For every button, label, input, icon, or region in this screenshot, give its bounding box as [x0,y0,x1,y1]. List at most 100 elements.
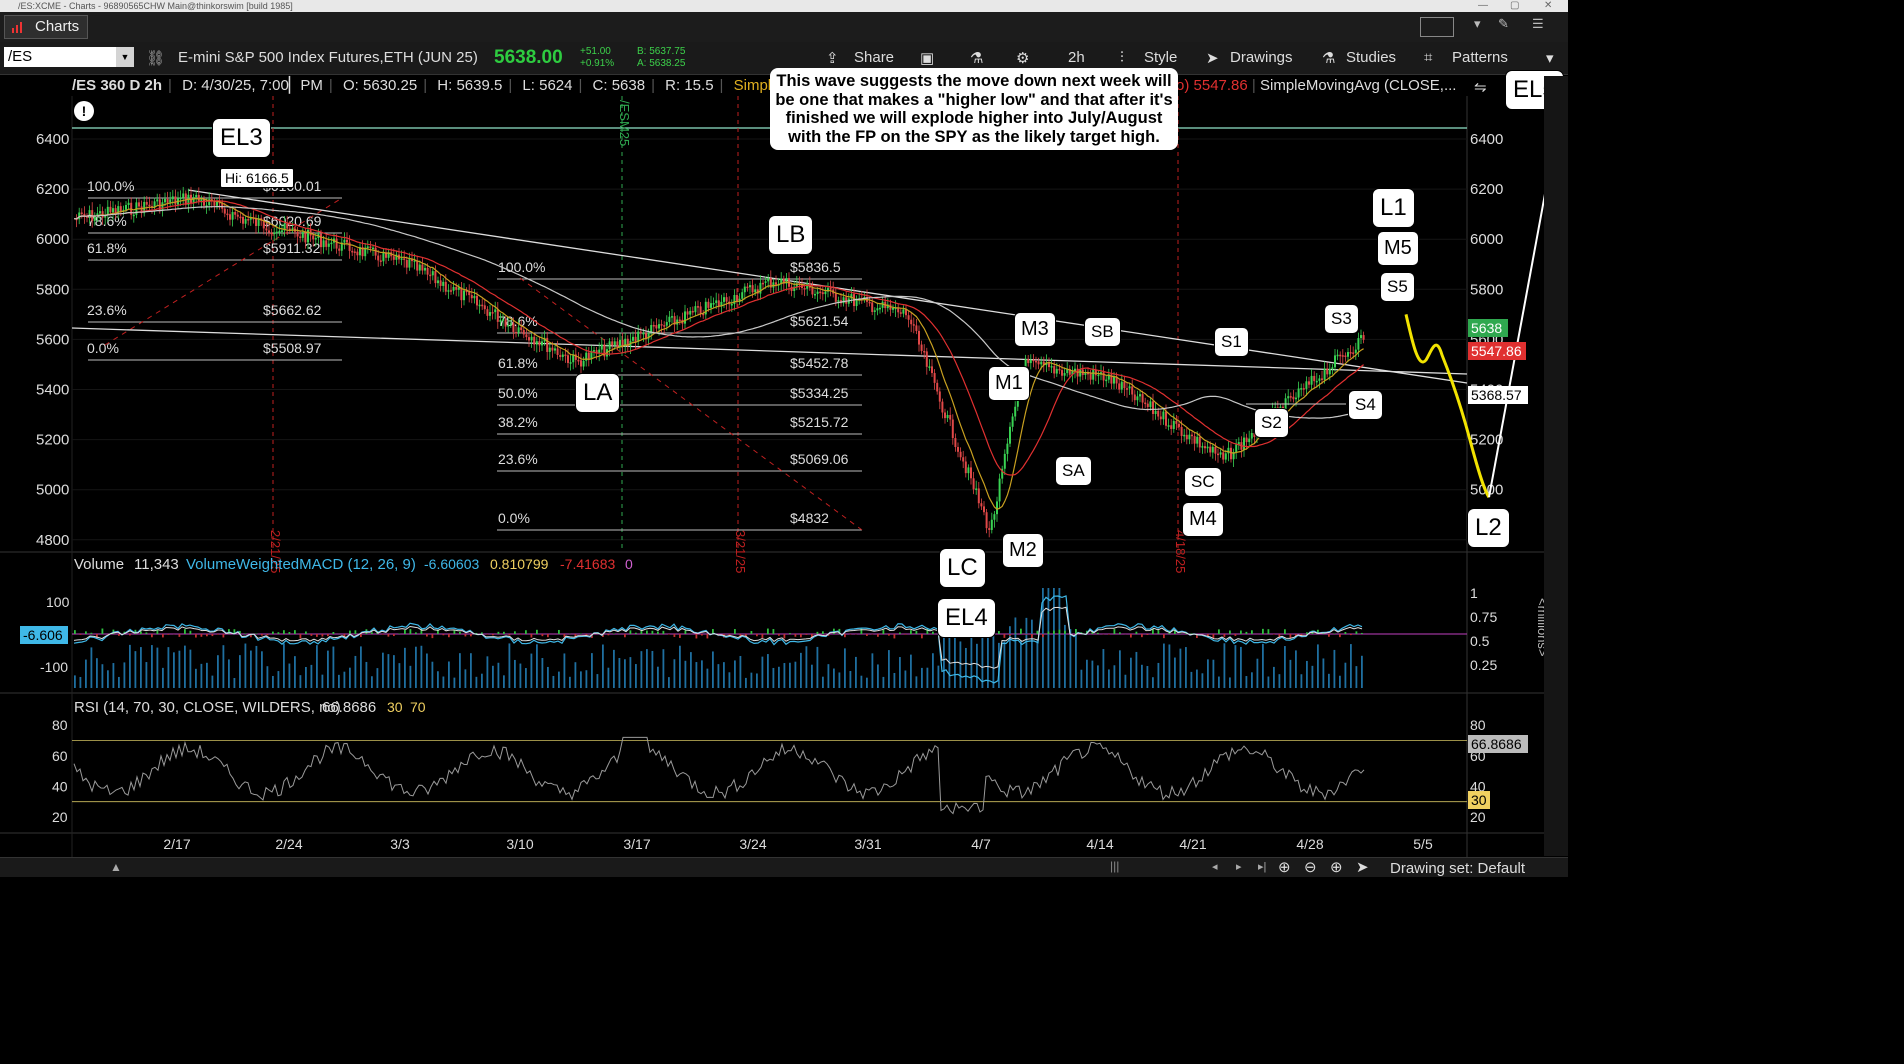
studies-button[interactable]: Studies [1346,49,1397,66]
candle [1167,425,1170,427]
settings-icon[interactable]: ☰ [1532,16,1544,31]
volume-bar [805,646,808,688]
pointer-icon[interactable]: ➤ [1356,859,1369,876]
candle [1115,376,1118,384]
gear-icon[interactable]: ⚙ [1016,50,1030,67]
share-icon[interactable]: ⇪ [826,50,839,67]
style-button[interactable]: Style [1144,49,1178,66]
volume-bar [1069,629,1072,688]
volume-bar [503,675,505,688]
macd-diff: -7.41683 [560,556,615,572]
macd-hist-bar [893,634,896,639]
drawings-button[interactable]: Drawings [1230,49,1293,66]
candle [117,206,120,214]
volume-tick: 0.75 [1470,609,1497,625]
volume-bar [679,645,681,688]
candle [255,218,257,226]
volume-bar [365,661,368,688]
candle [1152,401,1154,414]
link-icon[interactable]: ⛓ [146,50,166,67]
candle [213,201,216,206]
studies-icon[interactable]: ⚗ [1322,50,1336,67]
crosshair-icon[interactable]: ⊕ [1330,859,1343,876]
candle [322,240,325,248]
chart-tools-icon[interactable]: ⇋ [1474,79,1487,96]
candle [1068,369,1071,375]
minimize-icon[interactable]: — [1478,0,1488,11]
cursor-icon[interactable]: ➤ [1206,50,1219,67]
candle [533,336,536,345]
candle [192,197,195,204]
candle [1318,378,1321,381]
alert-icon[interactable]: ! [74,101,94,121]
candle [1321,378,1323,380]
tab-charts[interactable]: Charts [4,15,88,39]
symbol-input[interactable]: /ES ▼ [4,47,134,67]
candle [1055,368,1058,374]
calendar-icon[interactable]: ▣ [920,50,935,67]
x-axis-tick: 3/24 [739,836,766,852]
chevron-down-icon[interactable]: ▼ [116,47,134,67]
volume-bar [761,656,764,688]
macd-hist-bar [816,631,819,634]
timeframe-button[interactable]: 2h [1068,49,1085,66]
volume-bar [877,664,879,688]
volume-bar [338,674,340,688]
price-tick-left: 6000 [36,231,69,248]
volume-bar [981,637,984,688]
patterns-button[interactable]: Patterns [1452,49,1508,66]
candle [257,218,260,226]
candle [1071,371,1074,375]
scroll-left-icon[interactable]: ◂ [1212,861,1218,873]
macd-hist-bar [585,634,588,636]
flask-icon[interactable]: ⚗ [970,50,984,67]
candle [335,238,338,249]
scroll-grip-icon[interactable]: ||| [1110,859,1120,873]
share-button[interactable]: Share [854,49,895,66]
volume-bar [668,677,670,688]
macd-hist-bar [1025,634,1028,635]
charts-icon [12,22,22,33]
drawing-set-label[interactable]: Drawing set: Default [1390,860,1526,877]
volume-bar [294,656,296,688]
volume-bar [1229,677,1231,688]
zoom-out-icon[interactable]: ⊖ [1304,859,1317,876]
maximize-icon[interactable]: ▢ [1510,0,1520,11]
chevron-down-icon[interactable]: ▾ [1474,16,1481,31]
volume-bar [948,615,951,688]
candle [283,223,286,231]
volume-bar [1036,640,1039,688]
macd-hist-bar [415,632,417,634]
scroll-right-icon[interactable]: ▸ [1236,861,1242,873]
candle [1178,423,1180,427]
candle [447,290,450,292]
candle [655,325,658,329]
close-icon[interactable]: ✕ [1544,0,1553,11]
arrow-up-icon[interactable]: ▲ [110,860,122,874]
candle [1066,369,1069,374]
candle [936,382,939,392]
pin-icon[interactable]: ✎ [1498,16,1509,31]
candle [944,412,946,419]
rsi-tick-left: 20 [52,809,68,825]
patterns-icon[interactable]: ⌗ [1424,49,1433,66]
volume-bar [783,663,786,688]
style-icon[interactable]: ⫶ [1120,49,1124,66]
candle [907,315,910,320]
macd-hist-bar [1223,634,1226,637]
volume-bar [849,670,852,688]
candle [1347,352,1349,357]
chevron-down-icon[interactable]: ▾ [1546,50,1554,67]
macd-hist-bar [222,634,225,638]
end-icon[interactable]: ▸| [1258,861,1267,873]
candle [886,304,889,309]
layout-icon[interactable] [1420,17,1454,37]
candle [1074,368,1076,372]
macd-hist-bar [354,630,357,634]
volume-bar [376,668,379,688]
macd-hist-bar [1333,633,1336,634]
volume-bar [222,645,225,688]
volume-bar [1080,669,1083,688]
zoom-icon[interactable]: ⊕ [1278,859,1291,876]
